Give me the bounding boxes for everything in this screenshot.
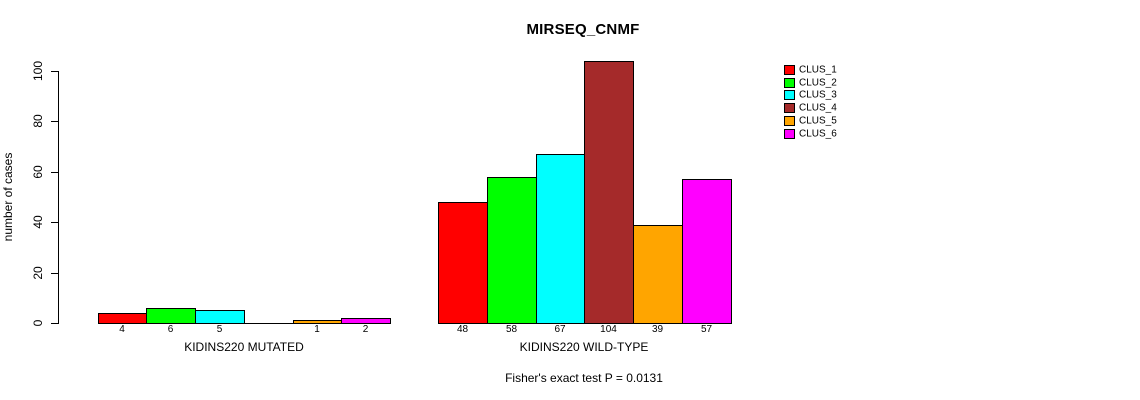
legend-label-CLUS_4: CLUS_4 <box>799 102 837 114</box>
bar-value-label: 5 <box>216 324 223 335</box>
y-axis-tick <box>51 323 58 324</box>
y-axis-tick-label-text: 80 <box>31 114 45 128</box>
legend-swatch-CLUS_1 <box>784 65 795 75</box>
legend-label-CLUS_2: CLUS_2 <box>799 77 837 89</box>
legend-label-CLUS_3: CLUS_3 <box>799 89 837 101</box>
legend-swatch-CLUS_3 <box>784 90 795 101</box>
bar-value-label: 4 <box>119 324 125 335</box>
bar-value-label: 39 <box>651 324 664 335</box>
bar-value-label: 104 <box>600 324 617 335</box>
y-axis-tick <box>51 222 58 223</box>
bar-value-label: 48 <box>456 324 469 335</box>
bar-value-label: 1 <box>314 324 320 335</box>
y-axis-tick-label-text: 0 <box>31 319 45 327</box>
bar-CLUS_2-group1 <box>146 308 196 324</box>
legend-label-CLUS_6: CLUS_6 <box>799 128 837 139</box>
bar-value-label: 57 <box>700 324 713 335</box>
legend-swatch-CLUS_6 <box>784 128 795 139</box>
y-axis-tick-label-text: 20 <box>31 266 45 280</box>
bar-CLUS_4-group1-zero <box>244 323 294 324</box>
bar-CLUS_3-group2 <box>536 154 585 324</box>
legend-swatch-CLUS_5 <box>784 115 795 126</box>
chart-title: MIRSEQ_CNMF <box>526 21 640 38</box>
y-axis-tick <box>51 121 58 122</box>
y-axis-tick-label-text: 60 <box>31 165 45 179</box>
x-axis-group-label-mutated: KIDINS220 MUTATED <box>184 340 304 354</box>
fisher-test-annotation: Fisher's exact test P = 0.0131 <box>505 371 663 385</box>
bar-CLUS_6-group1 <box>341 318 391 324</box>
bar-CLUS_5-group2 <box>633 225 683 324</box>
y-axis-tick <box>51 273 58 274</box>
y-axis-tick-label-text: 100 <box>31 60 45 82</box>
bar-value-label: 6 <box>167 324 174 335</box>
bar-CLUS_2-group2 <box>487 177 537 324</box>
y-axis-tick <box>51 71 58 72</box>
legend-swatch-CLUS_2 <box>784 77 795 88</box>
bar-value-label: 67 <box>554 324 566 335</box>
x-axis-group-label-wild-type: KIDINS220 WILD-TYPE <box>519 340 649 354</box>
bar-CLUS_3-group1 <box>195 310 245 324</box>
y-axis-tick-label-text: 40 <box>31 215 45 229</box>
legend-swatch-CLUS_4 <box>784 103 795 114</box>
y-axis-line <box>58 71 59 324</box>
legend-label-CLUS_5: CLUS_5 <box>799 115 837 127</box>
bar-value-label: 58 <box>505 324 518 335</box>
bar-CLUS_6-group2 <box>682 179 732 324</box>
bar-CLUS_4-group2 <box>584 61 634 324</box>
bar-CLUS_1-group2 <box>438 202 488 324</box>
bar-CLUS_1-group1 <box>98 313 147 324</box>
legend-label-CLUS_1: CLUS_1 <box>799 64 837 76</box>
bar-value-label: 2 <box>362 324 369 335</box>
y-axis-tick <box>51 172 58 173</box>
